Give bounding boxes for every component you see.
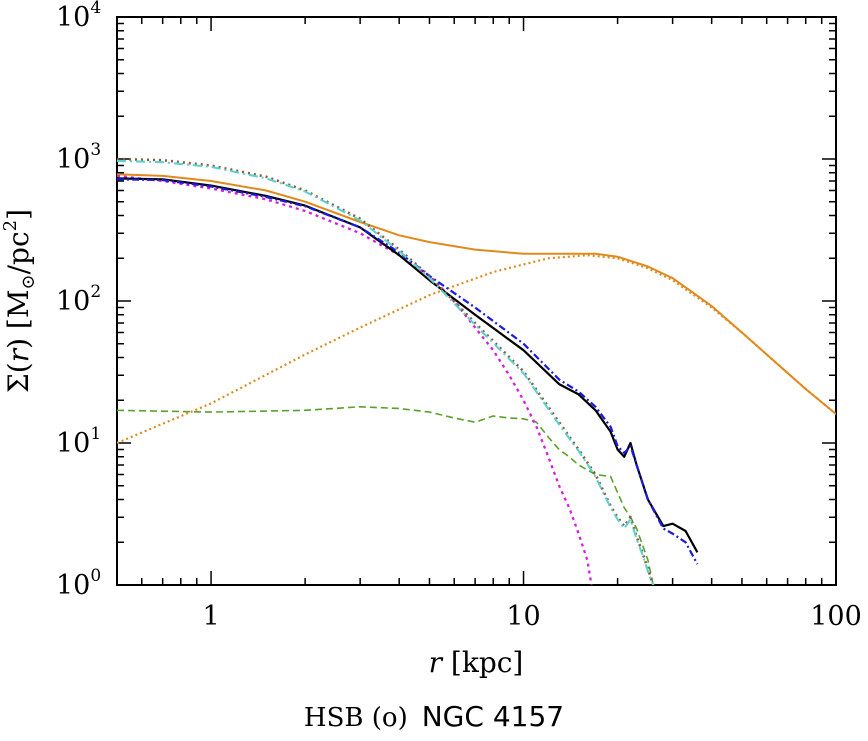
- series-model-fit: [117, 178, 699, 565]
- y-tick-label: 103: [56, 140, 101, 175]
- series-total-model: [117, 173, 836, 415]
- x-tick-label: 10: [506, 601, 540, 632]
- series-stellar-bulge: [117, 157, 655, 585]
- y-axis-label: Σ(r) [M⊙/pc2]: [0, 209, 39, 393]
- series-observed-profile: [117, 177, 699, 553]
- x-tick-labels: 1 10 100: [202, 601, 861, 632]
- y-tick-label: 104: [56, 0, 101, 33]
- series-stellar-disk: [117, 174, 593, 585]
- y-tick-label: 102: [56, 282, 101, 317]
- x-tick-label: 1: [202, 601, 219, 632]
- minor-ticks: [116, 17, 836, 585]
- galaxy-name: NGC 4157: [421, 700, 565, 733]
- major-ticks: [117, 16, 837, 586]
- series-stellar-bulge-alt: [117, 159, 655, 585]
- y-tick-label: 101: [56, 424, 101, 459]
- series-layer: [117, 157, 836, 585]
- series-gas: [117, 405, 654, 585]
- series-dark-matter-halo: [117, 254, 836, 445]
- x-tick-label: 100: [810, 601, 862, 632]
- plot-frame: [116, 16, 837, 586]
- caption-prefix: HSB (o): [303, 703, 408, 733]
- figure-caption: HSB (o) NGC 4157: [0, 700, 868, 733]
- y-tick-label: 100: [56, 566, 101, 601]
- x-axis-label: r [kpc]: [429, 646, 524, 679]
- y-tick-labels: 100 101 102 103 104: [56, 0, 101, 601]
